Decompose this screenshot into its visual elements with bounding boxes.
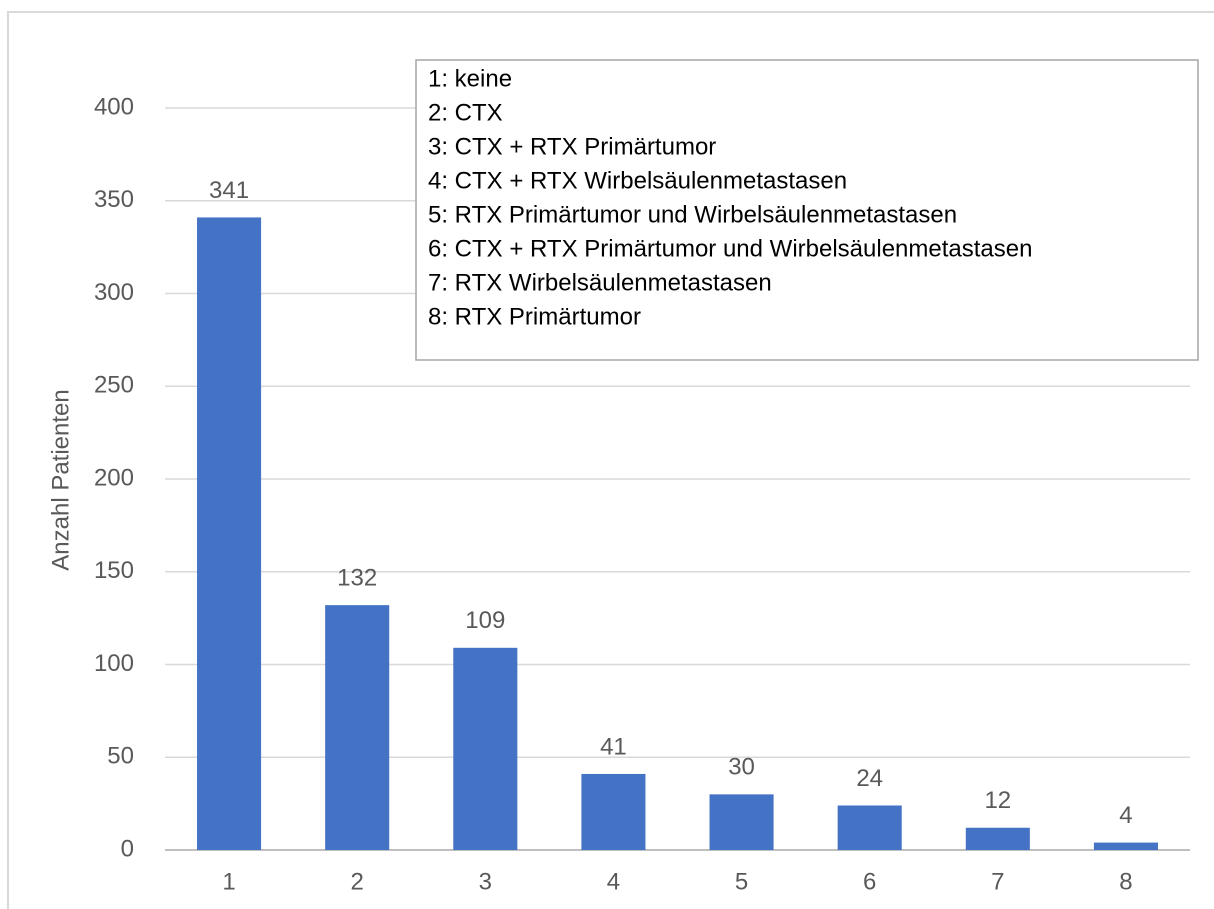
x-tick-label: 8 [1119, 868, 1132, 895]
y-tick-label: 350 [94, 186, 134, 213]
legend-text: 5: RTX Primärtumor und Wirbelsäulenmetas… [428, 201, 957, 228]
y-tick-label: 250 [94, 372, 134, 399]
legend-text: 7: RTX Wirbelsäulenmetastasen [428, 269, 772, 296]
value-label: 132 [337, 564, 377, 591]
bar [965, 827, 1030, 850]
x-tick-label: 6 [863, 868, 876, 895]
x-tick-label: 2 [351, 868, 364, 895]
y-tick-label: 150 [94, 557, 134, 584]
y-tick-label: 100 [94, 650, 134, 677]
y-tick-label: 400 [94, 93, 134, 120]
bar [837, 805, 902, 850]
value-label: 41 [600, 733, 627, 760]
legend-text: 2: CTX [428, 99, 503, 126]
y-tick-label: 200 [94, 464, 134, 491]
x-tick-label: 1 [222, 868, 235, 895]
value-label: 12 [984, 787, 1011, 814]
value-label: 30 [728, 754, 755, 781]
legend-text: 3: CTX + RTX Primärtumor [428, 133, 716, 160]
legend-text: 6: CTX + RTX Primärtumor und Wirbelsäule… [428, 235, 1032, 262]
value-label: 109 [465, 607, 505, 634]
bar [197, 217, 262, 850]
bar [325, 605, 390, 850]
bar [581, 773, 646, 850]
value-label: 4 [1119, 802, 1132, 829]
y-tick-label: 0 [121, 835, 134, 862]
bar [709, 794, 774, 850]
legend-text: 4: CTX + RTX Wirbelsäulenmetastasen [428, 167, 847, 194]
y-tick-label: 300 [94, 279, 134, 306]
value-label: 24 [856, 765, 883, 792]
x-tick-label: 4 [607, 868, 620, 895]
legend-text: 8: RTX Primärtumor [428, 303, 641, 330]
y-tick-label: 50 [107, 743, 134, 770]
legend-text: 1: keine [428, 65, 512, 92]
x-tick-label: 5 [735, 868, 748, 895]
bar [453, 647, 518, 850]
bar [1093, 842, 1158, 850]
value-label: 341 [209, 177, 249, 204]
x-tick-label: 7 [991, 868, 1004, 895]
y-axis-label: Anzahl Patienten [47, 389, 74, 570]
x-tick-label: 3 [479, 868, 492, 895]
legend-box [415, 59, 1199, 361]
